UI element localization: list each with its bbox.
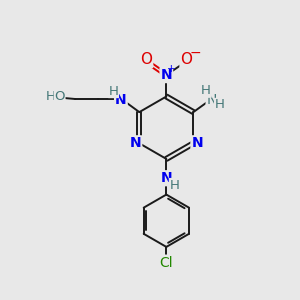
Text: O: O (181, 52, 193, 67)
Text: O: O (54, 90, 65, 104)
Text: Cl: Cl (160, 256, 173, 270)
Text: H: H (201, 84, 211, 97)
Text: −: − (189, 46, 201, 60)
Text: H: H (214, 98, 224, 112)
Text: N: N (191, 136, 203, 150)
Text: +: + (167, 64, 176, 74)
Text: N: N (130, 136, 141, 150)
Text: H: H (46, 90, 56, 104)
Text: N: N (160, 68, 172, 82)
Text: N: N (207, 93, 217, 106)
Text: N: N (115, 93, 127, 107)
Text: H: H (169, 178, 179, 192)
Text: N: N (160, 171, 172, 185)
Text: O: O (140, 52, 152, 67)
Text: H: H (109, 85, 118, 98)
